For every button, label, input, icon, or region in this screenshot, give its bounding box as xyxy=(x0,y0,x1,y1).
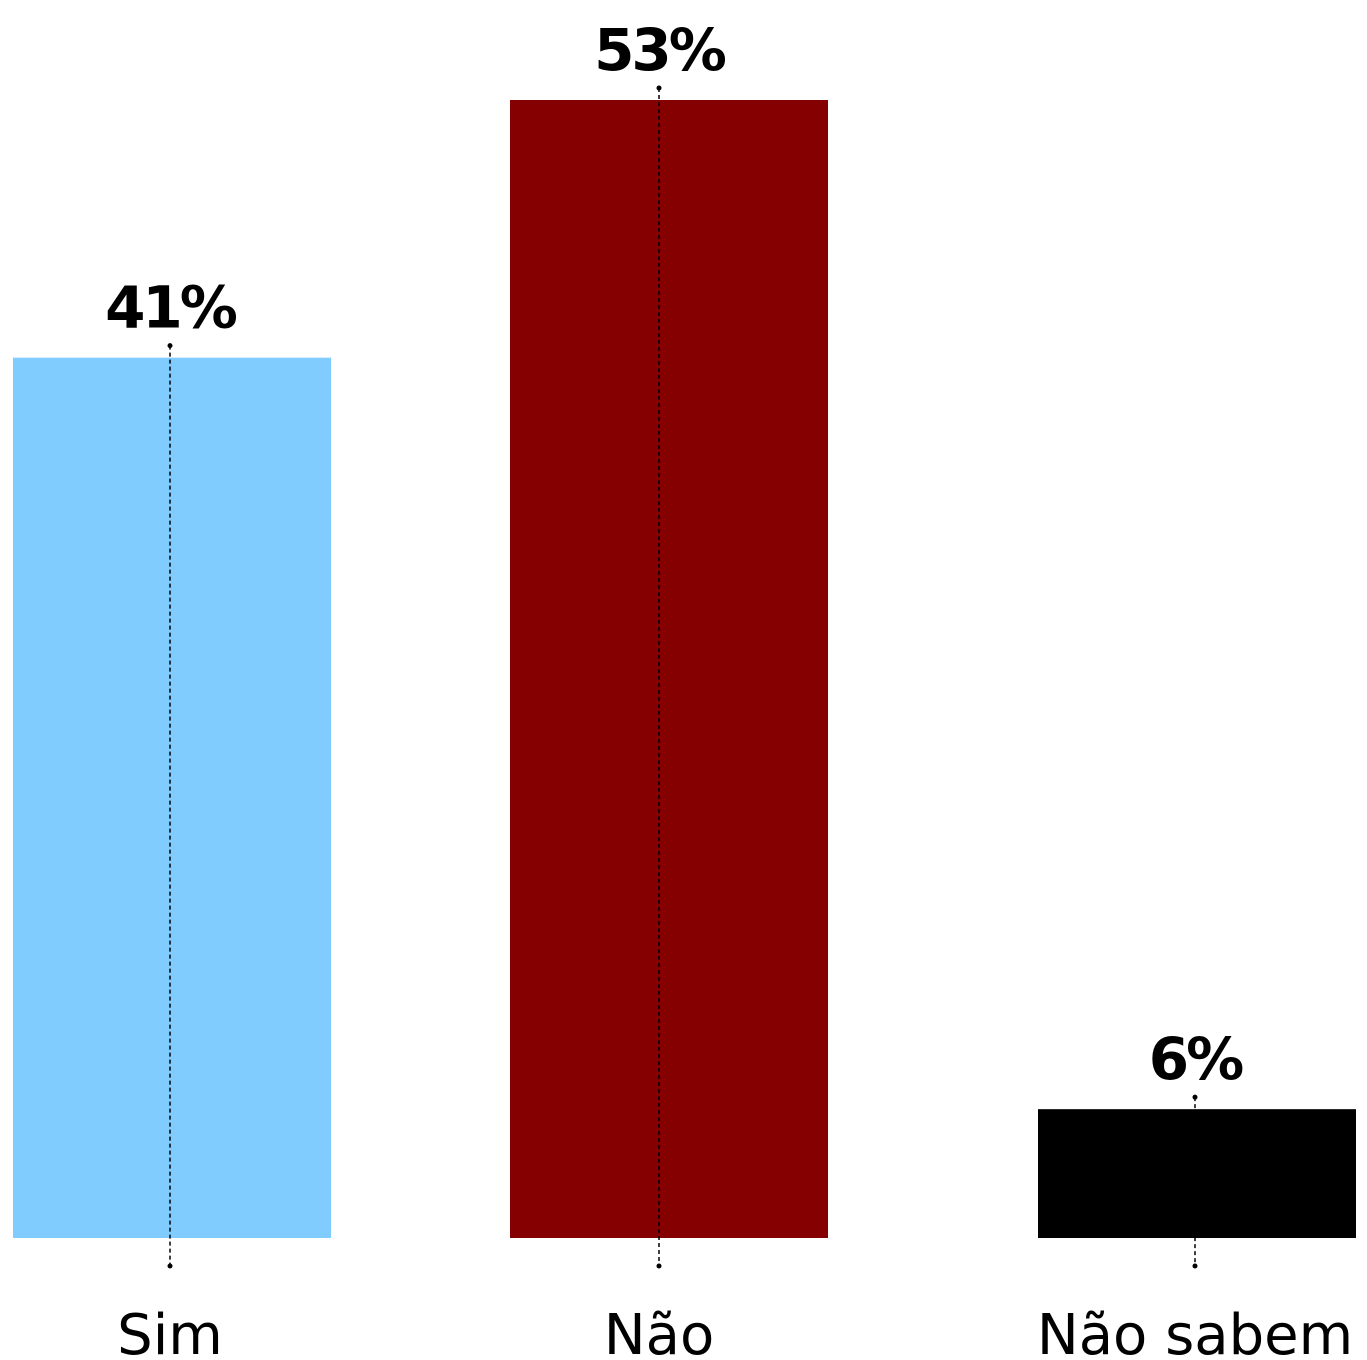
value-label: 53% xyxy=(594,16,726,84)
leader-dot xyxy=(1192,1094,1198,1100)
leader-dot xyxy=(656,85,662,91)
x-tick-label: Não sabem xyxy=(1037,1303,1353,1360)
value-label: 6% xyxy=(1149,1025,1243,1093)
leader-dot xyxy=(1192,1263,1198,1269)
leader-dot xyxy=(656,1263,662,1269)
leader-dot xyxy=(167,1263,173,1269)
x-tick-label: Sim xyxy=(117,1303,223,1360)
bar xyxy=(13,357,331,1238)
bar xyxy=(1038,1109,1356,1238)
leader-dot xyxy=(167,343,173,349)
value-label: 41% xyxy=(105,274,237,342)
x-tick-label: Não xyxy=(604,1303,714,1360)
bar xyxy=(510,100,828,1238)
